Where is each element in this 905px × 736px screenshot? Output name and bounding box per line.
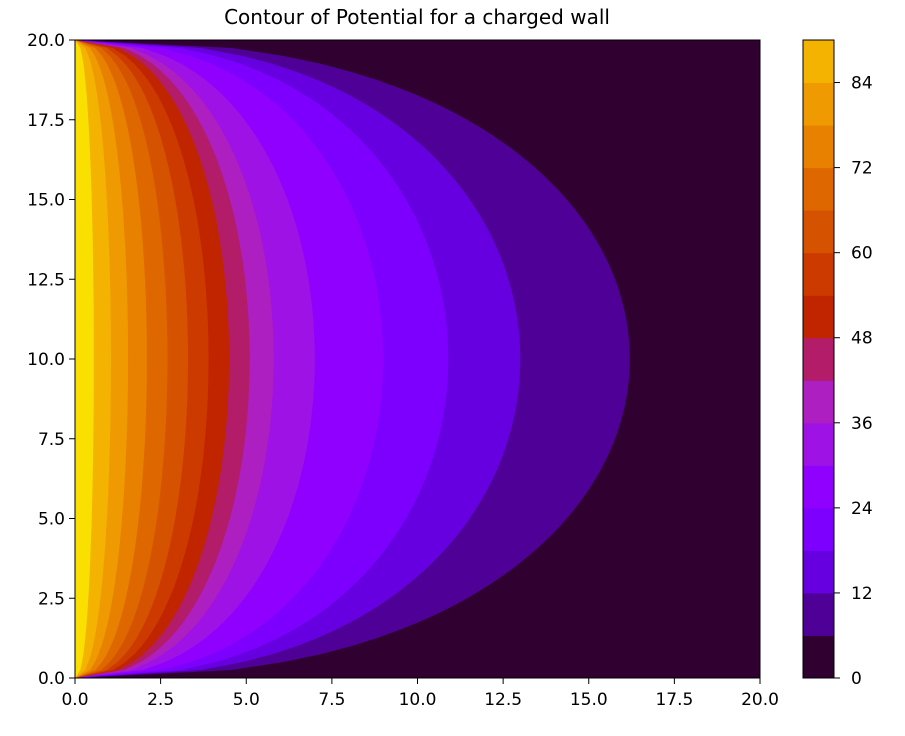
x-tick-label: 7.5 <box>318 690 345 710</box>
colorbar-tick-label: 72 <box>851 159 873 179</box>
y-tick-label: 17.5 <box>27 111 65 131</box>
colorbar-segment <box>803 422 834 466</box>
y-axis: 0.0 2.5 5.0 7.5 10.0 12.5 15.0 17.5 20.0 <box>27 31 75 689</box>
x-tick-label: 5.0 <box>233 690 260 710</box>
chart-title: Contour of Potential for a charged wall <box>224 5 610 29</box>
colorbar-segment <box>803 82 834 126</box>
x-tick-label: 12.5 <box>484 690 522 710</box>
colorbar-tick-label: 84 <box>851 74 873 94</box>
y-tick-label: 7.5 <box>38 430 65 450</box>
colorbar-segment <box>803 635 834 679</box>
x-tick-label: 0.0 <box>61 690 88 710</box>
colorbar-segment <box>803 125 834 169</box>
colorbar-tick-label: 24 <box>851 499 873 519</box>
y-tick-label: 5.0 <box>38 510 65 530</box>
colorbar-segment <box>803 295 834 339</box>
y-tick-label: 2.5 <box>38 589 65 609</box>
y-tick-label: 10.0 <box>27 350 65 370</box>
y-tick-label: 0.0 <box>38 669 65 689</box>
colorbar-segment <box>803 550 834 594</box>
colorbar-tick-label: 12 <box>851 584 873 604</box>
x-tick-label: 17.5 <box>655 690 693 710</box>
colorbar-segment <box>803 210 834 254</box>
x-tick-label: 20.0 <box>741 690 779 710</box>
y-tick-label: 15.0 <box>27 191 65 211</box>
x-tick-label: 15.0 <box>570 690 608 710</box>
y-tick-label: 12.5 <box>27 270 65 290</box>
colorbar-segment <box>803 337 834 381</box>
colorbar-segment <box>803 380 834 424</box>
x-tick-label: 10.0 <box>399 690 437 710</box>
contour-fills <box>75 40 760 678</box>
colorbar-segment <box>803 507 834 551</box>
colorbar-segment <box>803 167 834 211</box>
colorbar-tick-label: 60 <box>851 244 873 264</box>
colorbar-tick-label: 48 <box>851 329 873 349</box>
contour-level-15 <box>75 40 94 678</box>
x-axis: 0.0 2.5 5.0 7.5 10.0 12.5 15.0 17.5 20.0 <box>61 678 779 710</box>
colorbar-tick-label: 36 <box>851 414 873 434</box>
x-tick-label: 2.5 <box>147 690 174 710</box>
y-tick-label: 20.0 <box>27 31 65 51</box>
colorbar-tick-label: 0 <box>851 669 862 689</box>
plot-area <box>74 39 761 679</box>
colorbar-segment <box>803 40 834 84</box>
colorbar-segment <box>803 592 834 636</box>
colorbar-frame <box>802 39 835 679</box>
colorbar-segment <box>803 252 834 296</box>
colorbar-segment <box>803 465 834 509</box>
colorbar: 0 12 24 36 48 60 72 84 <box>802 39 873 689</box>
